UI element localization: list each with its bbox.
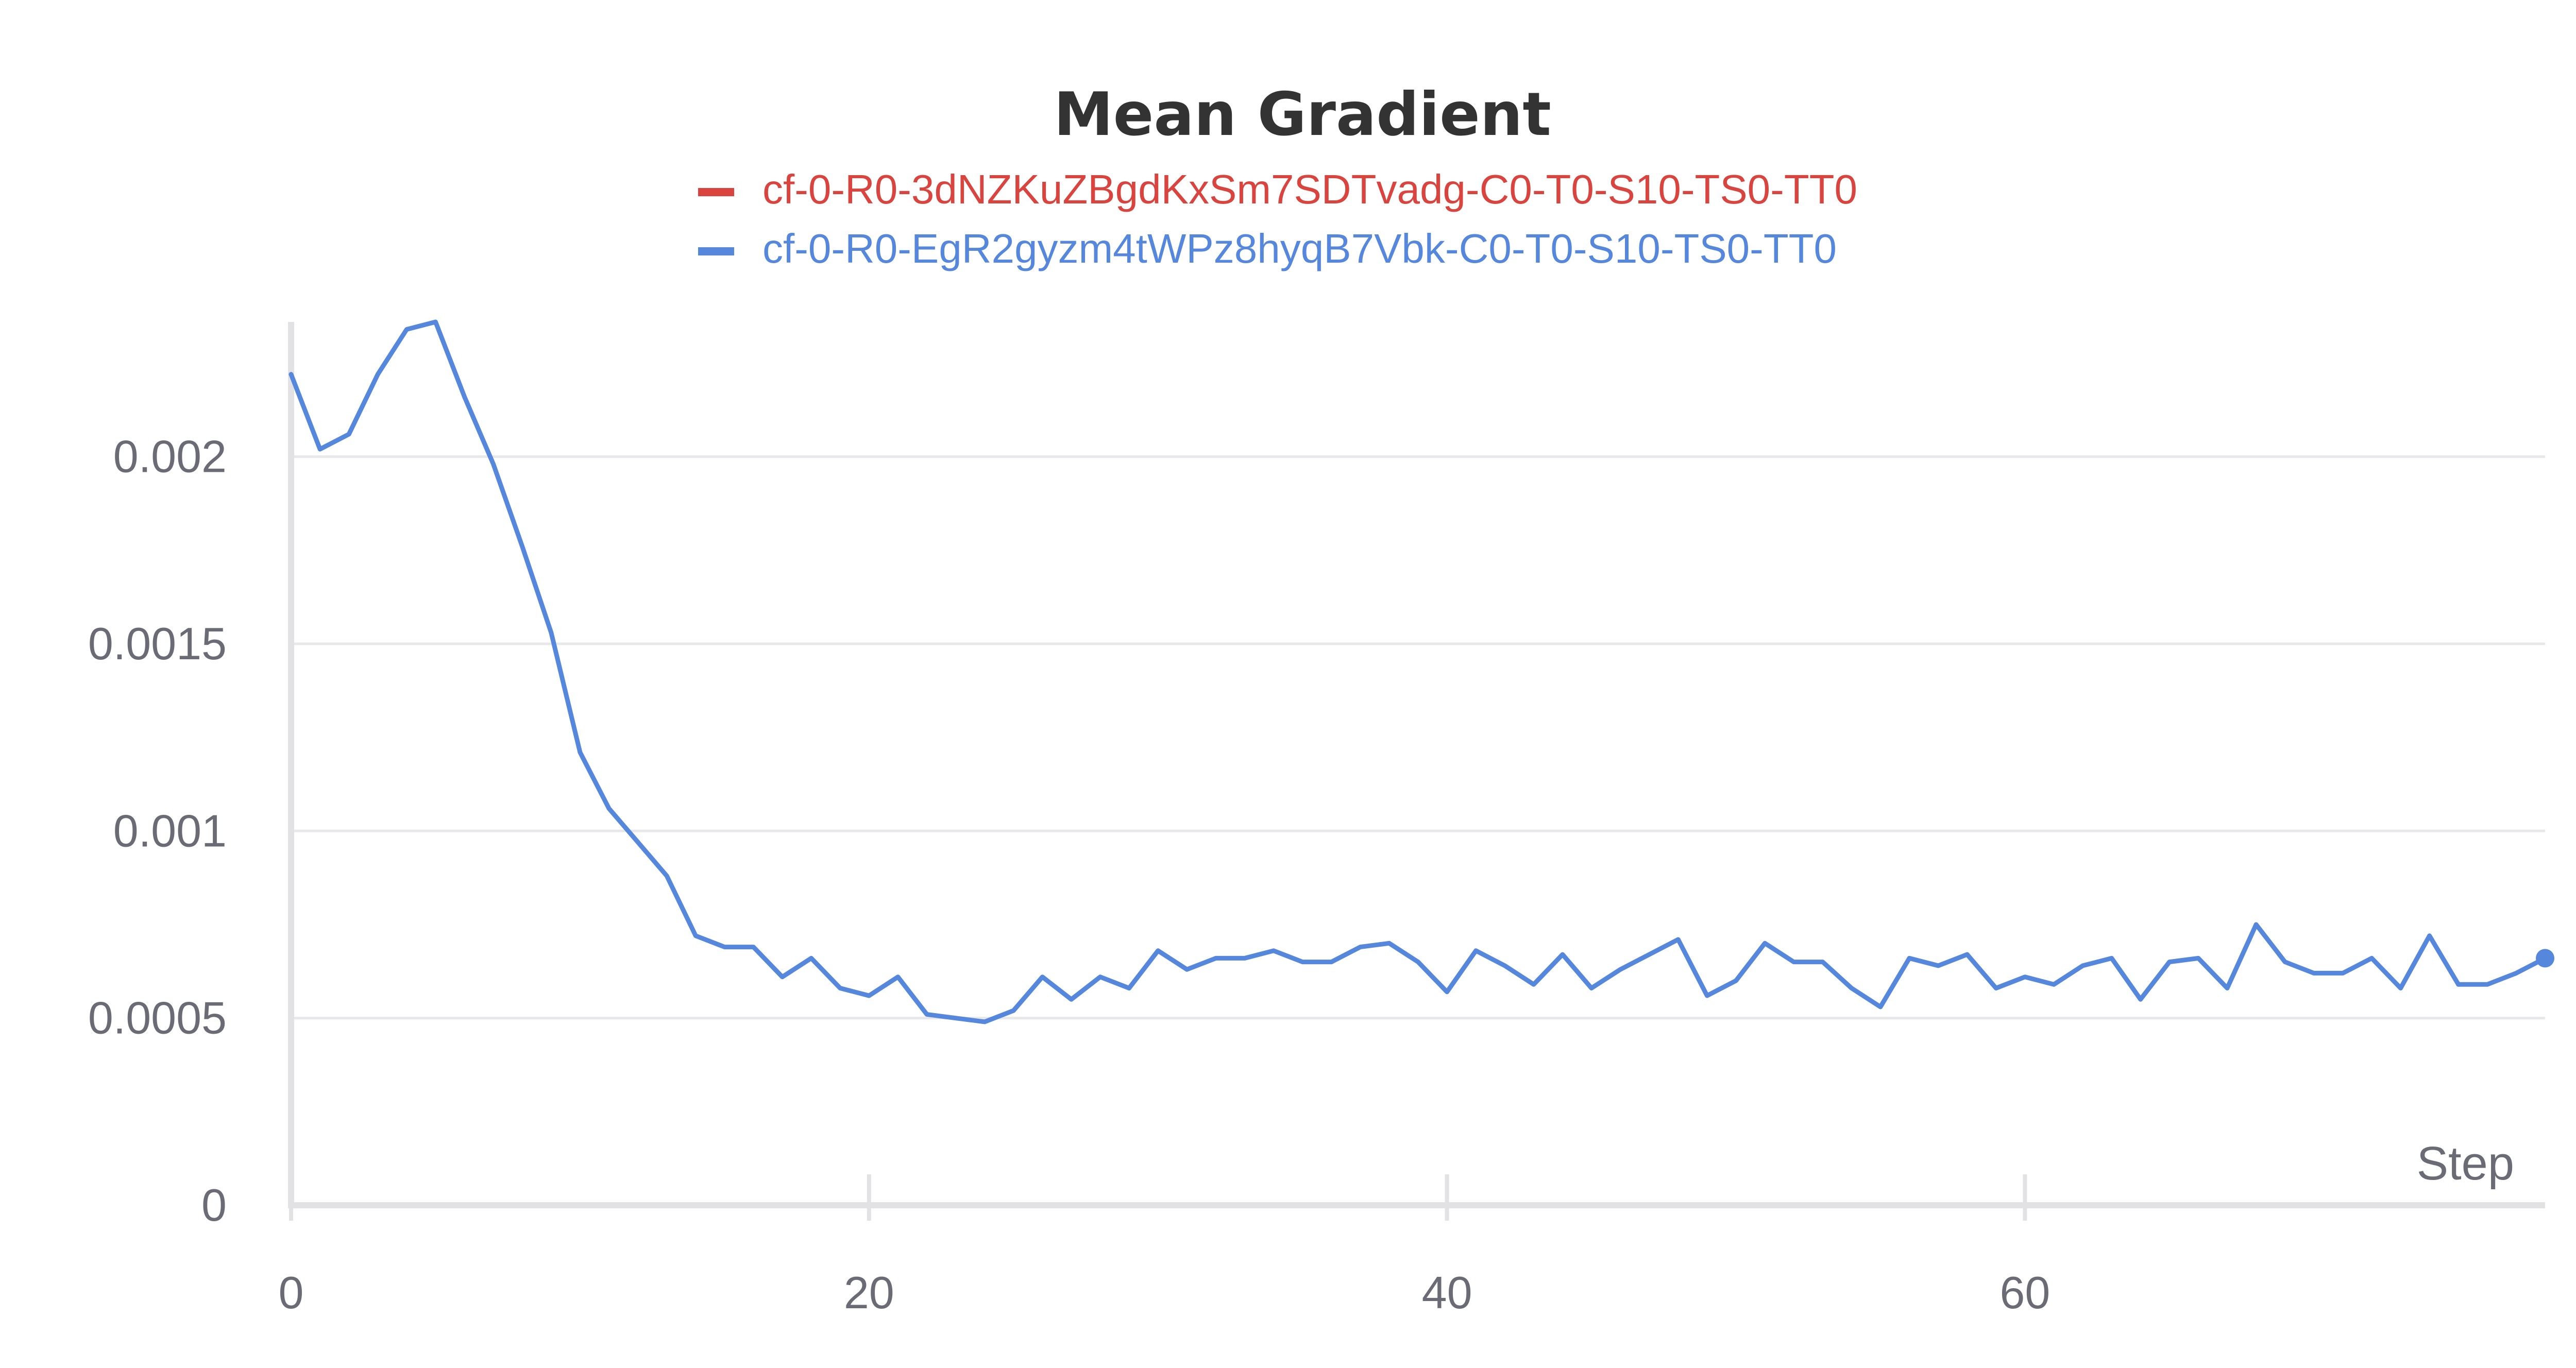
- series-layer: [289, 319, 2554, 1024]
- legend-label: cf-0-R0-3dNZKuZBgdKxSm7SDTvadg-C0-T0-S10…: [762, 166, 1857, 212]
- x-tick-label: 60: [1999, 1267, 2050, 1318]
- x-tick-label: 20: [844, 1267, 894, 1318]
- axes: 0 0.0005 0.001 0.0015 0.002 0 20 40 60: [88, 322, 2545, 1318]
- legend-item: cf-0-R0-EgR2gyzm4tWPz8hyqB7Vbk-C0-T0-S10…: [698, 226, 1837, 271]
- legend: cf-0-R0-3dNZKuZBgdKxSm7SDTvadg-C0-T0-S10…: [698, 166, 1857, 271]
- legend-label: cf-0-R0-EgR2gyzm4tWPz8hyqB7Vbk-C0-T0-S10…: [762, 226, 1837, 271]
- y-tick-label: 0: [201, 1179, 227, 1230]
- y-tick-label: 0.001: [113, 805, 227, 856]
- y-tick-label: 0.002: [113, 431, 227, 482]
- x-tick-label: 0: [279, 1267, 304, 1318]
- y-tick-label: 0.0005: [88, 993, 227, 1044]
- x-tick-label: 40: [1422, 1267, 1472, 1318]
- grid: [291, 455, 2545, 1020]
- chart-title: Mean Gradient: [1054, 80, 1551, 149]
- x-axis-label: Step: [2417, 1137, 2514, 1190]
- legend-item: cf-0-R0-3dNZKuZBgdKxSm7SDTvadg-C0-T0-S10…: [698, 166, 1857, 212]
- series-endpoint-marker: [2536, 949, 2554, 968]
- y-tick-label: 0.0015: [88, 618, 227, 669]
- series-line: [289, 319, 2548, 1024]
